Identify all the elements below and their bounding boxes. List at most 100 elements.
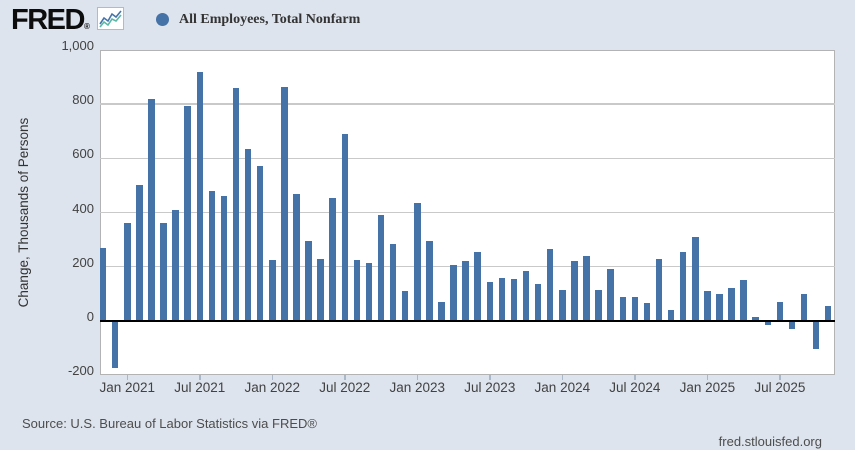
bar[interactable] (462, 261, 469, 321)
bar[interactable] (341, 133, 349, 321)
bar[interactable] (546, 249, 554, 321)
bar[interactable] (329, 197, 336, 321)
bar[interactable] (740, 280, 747, 321)
y-axis-title: Change, Thousands of Persons (16, 117, 31, 308)
bar[interactable] (196, 71, 204, 321)
bar[interactable] (776, 301, 784, 321)
series-legend-dot (156, 13, 169, 26)
bar[interactable] (692, 236, 699, 321)
bar[interactable] (716, 293, 723, 321)
x-tick-mark (344, 375, 346, 380)
source-note: Source: U.S. Bureau of Labor Statistics … (22, 416, 317, 431)
x-tick-mark (489, 375, 491, 380)
x-tick-mark (779, 375, 781, 380)
bar[interactable] (619, 297, 626, 321)
gridline (100, 211, 835, 214)
x-tick-label: Jan 2025 (679, 380, 736, 395)
bar[interactable] (160, 223, 167, 321)
x-tick-label: Jan 2024 (534, 380, 591, 395)
x-tick-mark (634, 375, 636, 380)
bar[interactable] (607, 269, 614, 321)
bar[interactable] (450, 265, 457, 321)
bar[interactable] (389, 243, 397, 321)
x-tick-label: Jan 2023 (389, 380, 446, 395)
y-tick-label: 600 (72, 146, 94, 162)
bar[interactable] (631, 297, 639, 321)
x-tick-label: Jul 2023 (464, 380, 516, 395)
x-tick-mark (416, 375, 419, 380)
zero-line (100, 319, 835, 323)
bar[interactable] (583, 255, 590, 321)
x-tick-label: Jan 2022 (244, 380, 301, 395)
bar[interactable] (426, 240, 433, 321)
bar[interactable] (184, 105, 191, 321)
bar[interactable] (353, 259, 361, 321)
bar[interactable] (124, 222, 131, 321)
bar[interactable] (595, 290, 602, 321)
bar[interactable] (534, 284, 542, 321)
bar[interactable] (220, 196, 228, 321)
bar[interactable] (800, 293, 808, 321)
bar[interactable] (510, 278, 518, 321)
bar[interactable] (704, 291, 711, 321)
bar[interactable] (99, 247, 107, 321)
x-tick-mark (706, 375, 709, 380)
bar[interactable] (256, 166, 264, 321)
bar[interactable] (172, 209, 179, 321)
bar[interactable] (232, 87, 240, 321)
bar[interactable] (281, 86, 288, 321)
bar[interactable] (571, 261, 578, 321)
bar[interactable] (377, 215, 385, 321)
gridline (100, 157, 835, 160)
bar[interactable] (365, 262, 373, 321)
bar[interactable] (655, 258, 663, 321)
bar[interactable] (788, 320, 796, 329)
y-tick-label: 0 (86, 308, 94, 324)
bar[interactable] (764, 320, 772, 325)
x-tick-mark (199, 375, 201, 380)
x-tick-label: Jul 2021 (174, 380, 226, 395)
bar[interactable] (148, 98, 155, 321)
bar[interactable] (474, 251, 481, 321)
y-tick-label: 200 (72, 254, 94, 270)
bar[interactable] (136, 185, 143, 321)
bar[interactable] (305, 240, 312, 321)
y-tick-label: 800 (72, 92, 94, 108)
fred-sparkline-icon (97, 7, 124, 30)
bar[interactable] (208, 190, 216, 321)
bar[interactable] (559, 289, 566, 321)
x-tick-label: Jul 2025 (754, 380, 806, 395)
fred-site-link[interactable]: fred.stlouisfed.org (718, 434, 822, 449)
x-tick-mark (561, 375, 564, 380)
bar[interactable] (752, 316, 759, 321)
y-tick-label: -200 (67, 363, 94, 378)
bar[interactable] (414, 203, 421, 321)
bar[interactable] (438, 301, 445, 321)
chart-title: All Employees, Total Nonfarm (179, 12, 361, 27)
bar[interactable] (244, 148, 252, 321)
x-tick-mark (271, 375, 274, 380)
bar[interactable] (293, 193, 300, 321)
x-tick-mark (126, 375, 129, 380)
bar[interactable] (812, 320, 820, 350)
x-tick-label: Jan 2021 (99, 380, 156, 395)
bar[interactable] (486, 281, 494, 321)
fred-logo[interactable]: FRED® (11, 4, 90, 36)
x-tick-label: Jul 2024 (609, 380, 661, 395)
gridline (100, 103, 835, 105)
bar[interactable] (111, 320, 119, 369)
y-tick-label: 400 (72, 200, 94, 216)
bar[interactable] (401, 291, 409, 321)
bar[interactable] (679, 251, 687, 321)
registered-trademark: ® (83, 22, 90, 31)
bar[interactable] (667, 310, 675, 321)
bar[interactable] (728, 288, 735, 321)
bar[interactable] (269, 259, 276, 321)
x-tick-label: Jul 2022 (319, 380, 371, 395)
bar[interactable] (824, 305, 832, 321)
bar[interactable] (317, 258, 324, 321)
y-tick-label: 1,000 (61, 38, 94, 53)
bar[interactable] (522, 270, 530, 321)
bar[interactable] (643, 303, 651, 321)
bar[interactable] (498, 278, 506, 321)
